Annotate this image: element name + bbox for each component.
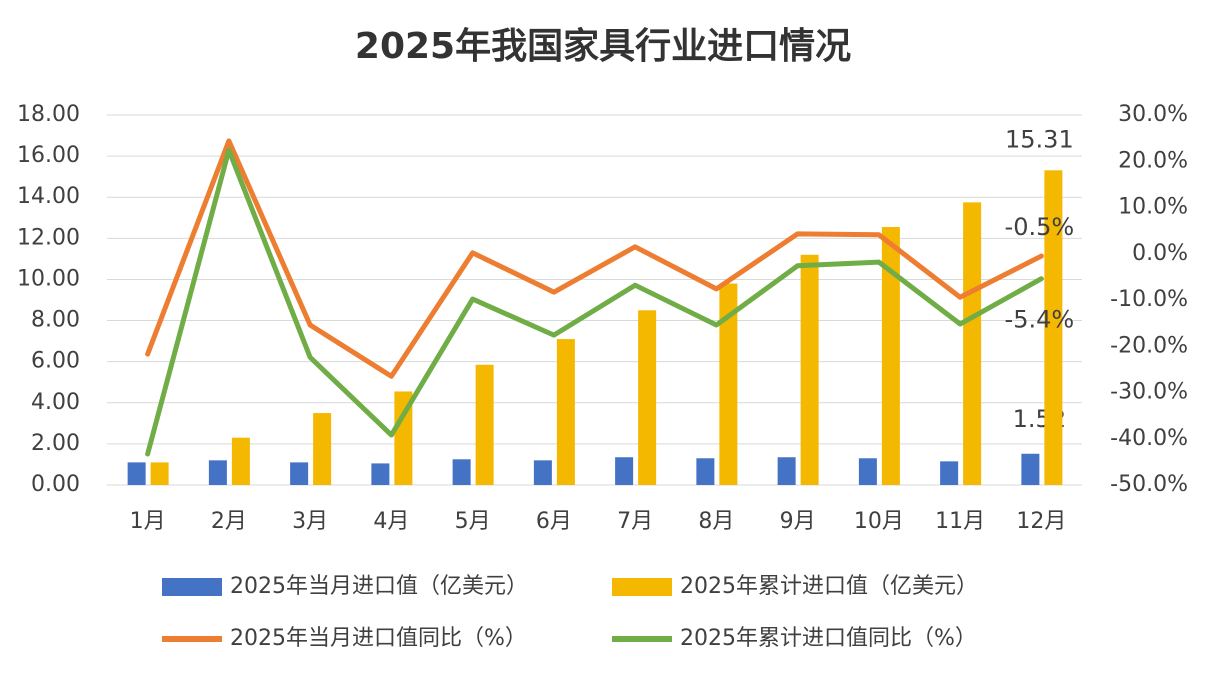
legend-label: 2025年累计进口值（亿美元） bbox=[680, 574, 978, 599]
x-tick-label: 5月 bbox=[455, 509, 491, 534]
y2-tick-label: -20.0% bbox=[1110, 333, 1188, 358]
legend-swatch bbox=[162, 578, 222, 596]
line-series bbox=[145, 138, 1044, 379]
bar bbox=[881, 227, 900, 485]
x-tick-label: 1月 bbox=[130, 509, 166, 534]
y2-tick-label: -50.0% bbox=[1110, 472, 1188, 497]
bar bbox=[371, 463, 390, 485]
chart-title: 2025年我国家具行业进口情况 bbox=[355, 26, 851, 67]
y-tick-label: 10.00 bbox=[17, 266, 80, 291]
bar bbox=[150, 462, 169, 485]
y-tick-label: 0.00 bbox=[31, 472, 80, 497]
x-tick-label: 4月 bbox=[373, 509, 409, 534]
data-label: -0.5% bbox=[1005, 213, 1075, 241]
x-tick-label: 12月 bbox=[1016, 509, 1066, 534]
legend-label: 2025年当月进口值同比（%） bbox=[230, 626, 527, 651]
y-tick-label: 8.00 bbox=[31, 308, 80, 333]
y-tick-label: 18.00 bbox=[17, 102, 80, 127]
bar bbox=[290, 462, 309, 485]
bar bbox=[394, 391, 413, 485]
data-label: -5.4% bbox=[1005, 306, 1075, 334]
bar bbox=[719, 283, 738, 485]
y-tick-label: 6.00 bbox=[31, 349, 80, 374]
bar bbox=[800, 254, 819, 485]
line-series bbox=[145, 147, 1044, 457]
x-tick-label: 7月 bbox=[617, 509, 653, 534]
y-tick-label: 4.00 bbox=[31, 390, 80, 415]
x-tick-label: 11月 bbox=[935, 509, 985, 534]
y2-tick-label: -40.0% bbox=[1110, 426, 1188, 451]
x-tick-label: 9月 bbox=[780, 509, 816, 534]
bar bbox=[940, 461, 959, 485]
y2-tick-label: 0.0% bbox=[1132, 241, 1188, 266]
bar bbox=[696, 458, 715, 485]
bar bbox=[963, 202, 982, 485]
legend-label: 2025年当月进口值（亿美元） bbox=[230, 574, 528, 599]
y-tick-label: 2.00 bbox=[31, 431, 80, 456]
x-tick-label: 10月 bbox=[854, 509, 904, 534]
bar bbox=[1044, 170, 1063, 486]
bar bbox=[127, 462, 146, 485]
y2-tick-label: -10.0% bbox=[1110, 287, 1188, 312]
bar bbox=[777, 457, 796, 485]
y2-tick-label: 30.0% bbox=[1118, 102, 1188, 127]
bar bbox=[615, 457, 634, 485]
bar bbox=[208, 460, 227, 485]
y2-tick-label: -30.0% bbox=[1110, 380, 1188, 405]
x-tick-label: 3月 bbox=[292, 509, 328, 534]
legend-swatch bbox=[612, 578, 672, 596]
bar bbox=[858, 458, 877, 485]
bar bbox=[533, 460, 552, 485]
bar bbox=[1021, 453, 1040, 485]
y2-tick-label: 10.0% bbox=[1118, 195, 1188, 220]
legend-label: 2025年累计进口值同比（%） bbox=[680, 626, 977, 651]
x-tick-label: 2月 bbox=[211, 509, 247, 534]
bar bbox=[556, 339, 575, 485]
y-tick-label: 12.00 bbox=[17, 225, 80, 250]
bar bbox=[313, 413, 332, 485]
x-tick-label: 6月 bbox=[536, 509, 572, 534]
bar bbox=[638, 310, 657, 485]
x-tick-label: 8月 bbox=[698, 509, 734, 534]
y-tick-label: 14.00 bbox=[17, 184, 80, 209]
bar bbox=[231, 437, 250, 485]
bar bbox=[452, 459, 471, 485]
y-tick-label: 16.00 bbox=[17, 143, 80, 168]
data-label: 15.31 bbox=[1005, 125, 1074, 153]
bar bbox=[475, 364, 494, 485]
y2-tick-label: 20.0% bbox=[1118, 148, 1188, 173]
